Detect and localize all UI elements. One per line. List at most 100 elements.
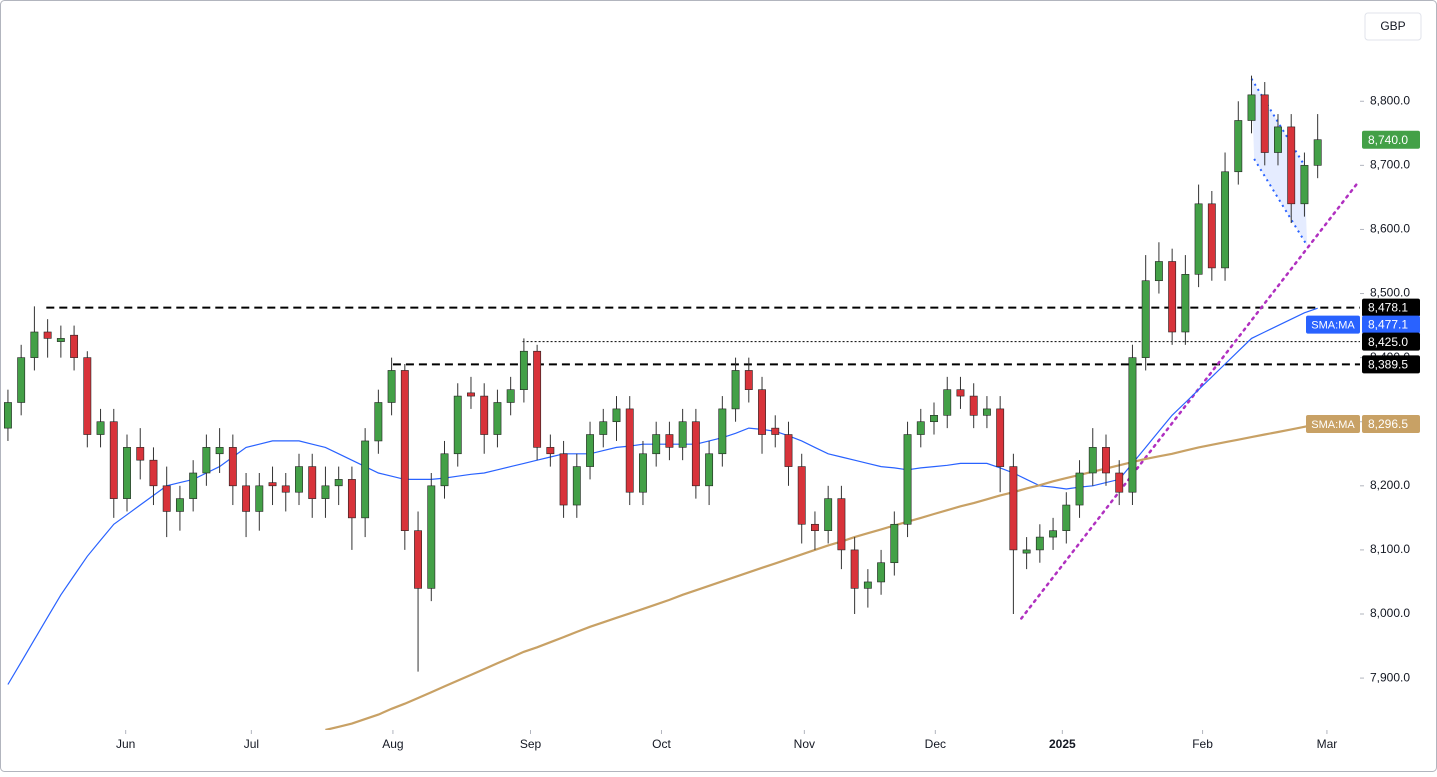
candle-body <box>43 331 52 339</box>
candle-body <box>189 472 198 499</box>
candle-body <box>718 408 727 455</box>
candle-body <box>546 447 555 455</box>
candle-body <box>572 466 581 506</box>
y-tick-label: 8,600.0 <box>1370 222 1410 236</box>
candle-body <box>268 482 277 487</box>
candle-body <box>1049 530 1058 538</box>
candle-body <box>427 485 436 589</box>
price-label: 8,425.0 <box>1368 335 1408 349</box>
x-tick-label: Jul <box>244 737 259 751</box>
candle-body <box>784 434 793 467</box>
candle-body <box>758 389 766 435</box>
price-label: 8,296.5 <box>1368 417 1408 431</box>
candle-body <box>361 440 370 519</box>
candle-body <box>334 479 343 487</box>
candle-body <box>612 408 621 423</box>
legend-label: SMA:MA <box>1311 419 1355 431</box>
candle-body <box>1154 261 1163 282</box>
candle-body <box>480 395 489 435</box>
candle-body <box>255 485 264 512</box>
candle-body <box>559 453 568 506</box>
candle-body <box>1075 472 1084 506</box>
legend-label: SMA:MA <box>1311 319 1355 331</box>
candle-body <box>56 338 65 342</box>
candle-body <box>440 453 449 487</box>
candle-body <box>109 421 118 499</box>
candle-body <box>771 427 780 435</box>
sma-line <box>325 422 1318 730</box>
candle-body <box>744 370 753 390</box>
candle-body <box>414 530 422 589</box>
candle-body <box>1300 165 1309 205</box>
candle-body <box>1062 504 1071 531</box>
x-tick-label: Sep <box>520 737 542 751</box>
candle-body <box>916 421 925 435</box>
candle-body <box>890 523 899 564</box>
price-label: 8,389.5 <box>1368 358 1408 372</box>
currency: GBP <box>1380 19 1405 33</box>
candle-body <box>1221 171 1229 269</box>
candle-body <box>453 395 462 455</box>
price-labels: 8,740.0 8,478.1 8,477.1 SMA:MA 8,425.0 8,389.… <box>1306 130 1420 433</box>
candle-body <box>1234 120 1243 173</box>
candle-body <box>1313 139 1322 166</box>
candle-body <box>400 370 409 531</box>
candle-body <box>943 389 952 416</box>
x-tick-label: Nov <box>794 737 815 751</box>
channel-line <box>1253 158 1308 246</box>
candle-body <box>83 357 92 435</box>
candle-body <box>1022 549 1031 554</box>
y-tick-label: 8,100.0 <box>1370 542 1410 556</box>
y-tick-label: 8,800.0 <box>1370 93 1410 107</box>
price-label: 8,477.1 <box>1368 318 1408 332</box>
candle-body <box>1260 94 1269 153</box>
candle-body <box>1102 447 1110 474</box>
sma-line <box>7 307 1318 685</box>
price-label: 8,478.1 <box>1368 301 1408 315</box>
candle-body <box>586 434 594 467</box>
currency-box <box>1364 12 1422 41</box>
candle-body <box>969 395 978 416</box>
candle-body <box>1088 447 1097 474</box>
candle-body <box>281 485 290 493</box>
y-tick-label: 8,500.0 <box>1370 286 1410 300</box>
candle-body <box>467 392 475 397</box>
candle-body <box>1287 126 1296 205</box>
x-tick-label: Dec <box>925 737 946 751</box>
candle-body <box>136 447 145 461</box>
candle-body <box>519 350 528 390</box>
candle-body <box>1035 536 1044 551</box>
candle-body <box>797 466 806 525</box>
price-label-box <box>1362 298 1420 317</box>
candle-body <box>242 485 251 512</box>
price-label: 8,740.0 <box>1368 133 1408 147</box>
candle-body <box>903 434 912 525</box>
candle-body <box>731 370 740 410</box>
candle-body <box>996 408 1005 467</box>
candle-body <box>1009 466 1018 551</box>
price-label-box <box>1362 355 1420 374</box>
candle-body <box>691 421 700 487</box>
candle-body <box>308 466 317 499</box>
candle-body <box>1207 203 1216 269</box>
candle-body <box>321 485 330 499</box>
candle-body <box>850 549 859 589</box>
candle-body <box>215 447 224 455</box>
trendline <box>1020 182 1359 620</box>
candle-body <box>1247 94 1256 121</box>
candle-body <box>374 402 383 442</box>
candle-body <box>123 447 131 499</box>
candle-body <box>982 408 991 416</box>
x-tick-label: Feb <box>1192 737 1213 751</box>
candle-body <box>228 447 237 487</box>
candle-body <box>599 421 608 435</box>
candle-body <box>625 408 634 493</box>
legend-box <box>1306 315 1360 334</box>
candle-body <box>1181 274 1190 333</box>
channel-line <box>1250 78 1306 166</box>
price-label-box <box>1362 130 1420 149</box>
candle-body <box>162 485 171 512</box>
